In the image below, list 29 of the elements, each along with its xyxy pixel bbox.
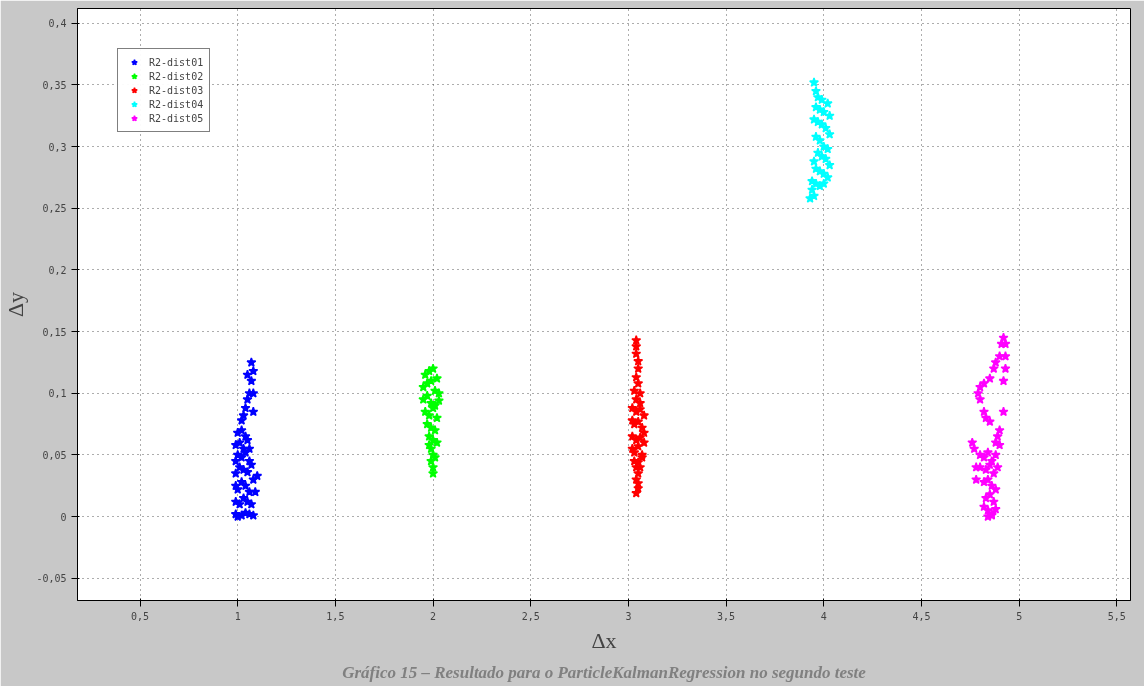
y-tick-label: -0,05 — [36, 573, 67, 585]
legend-label: R2-dist02 — [149, 69, 204, 83]
y-tick-label: 0,2 — [48, 264, 67, 276]
x-tick-label: 0,5 — [130, 610, 150, 622]
y-tick-label: 0,15 — [42, 326, 67, 338]
x-tick-label: 2 — [430, 610, 437, 622]
x-tick-label: 3,5 — [717, 610, 736, 622]
x-tick-label: 5 — [1016, 610, 1023, 622]
x-axis-title: Δx — [591, 627, 617, 653]
y-tick-label: 0,35 — [42, 79, 67, 91]
y-tick-label: 0,1 — [48, 388, 67, 400]
legend-label: R2-dist05 — [149, 111, 204, 125]
legend-label: R2-dist04 — [149, 97, 204, 111]
y-tick-label: 0,4 — [48, 18, 67, 30]
x-tick-label: 1 — [234, 610, 241, 622]
text: Gráfico 15 – Resultado para o ParticleKalmanRegression no segundo teste — [342, 662, 867, 682]
y-axis-title: Δy — [3, 291, 29, 318]
x-tick-label: 4,5 — [912, 610, 931, 622]
x-tick-label: 3 — [625, 610, 632, 622]
x-tick-label: 2,5 — [521, 610, 540, 622]
legend-label: R2-dist01 — [149, 55, 204, 69]
x-tick-label: 5,5 — [1107, 610, 1126, 622]
y-tick-label: 0 — [60, 511, 67, 523]
x-tick-label: 4 — [820, 610, 827, 622]
y-tick-label: 0,3 — [48, 141, 67, 153]
legend-label: R2-dist03 — [149, 83, 204, 97]
y-tick-label: 0,05 — [42, 449, 67, 461]
y-tick-label: 0,25 — [42, 203, 67, 215]
x-tick-label: 1,5 — [326, 610, 345, 622]
